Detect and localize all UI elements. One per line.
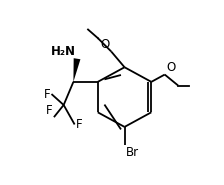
- Polygon shape: [73, 58, 80, 82]
- Text: O: O: [101, 38, 110, 51]
- Text: F: F: [44, 88, 50, 100]
- Text: F: F: [76, 118, 82, 131]
- Text: F: F: [46, 104, 53, 117]
- Text: H₂N: H₂N: [51, 45, 76, 58]
- Text: Br: Br: [126, 146, 139, 159]
- Text: O: O: [166, 61, 175, 74]
